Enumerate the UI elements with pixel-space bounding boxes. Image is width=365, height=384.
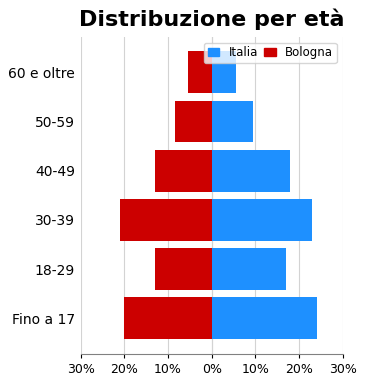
Bar	[212, 298, 316, 339]
Bar	[212, 248, 286, 290]
Bar	[174, 101, 212, 142]
Bar	[155, 248, 212, 290]
Bar	[212, 150, 290, 192]
Bar	[188, 51, 212, 93]
Legend: Italia, Bologna: Italia, Bologna	[204, 43, 337, 63]
Title: Distribuzione per età: Distribuzione per età	[79, 8, 345, 30]
Bar	[120, 199, 212, 241]
Bar	[124, 298, 212, 339]
Bar	[155, 150, 212, 192]
Bar	[212, 101, 253, 142]
Bar	[212, 199, 312, 241]
Bar	[212, 51, 236, 93]
